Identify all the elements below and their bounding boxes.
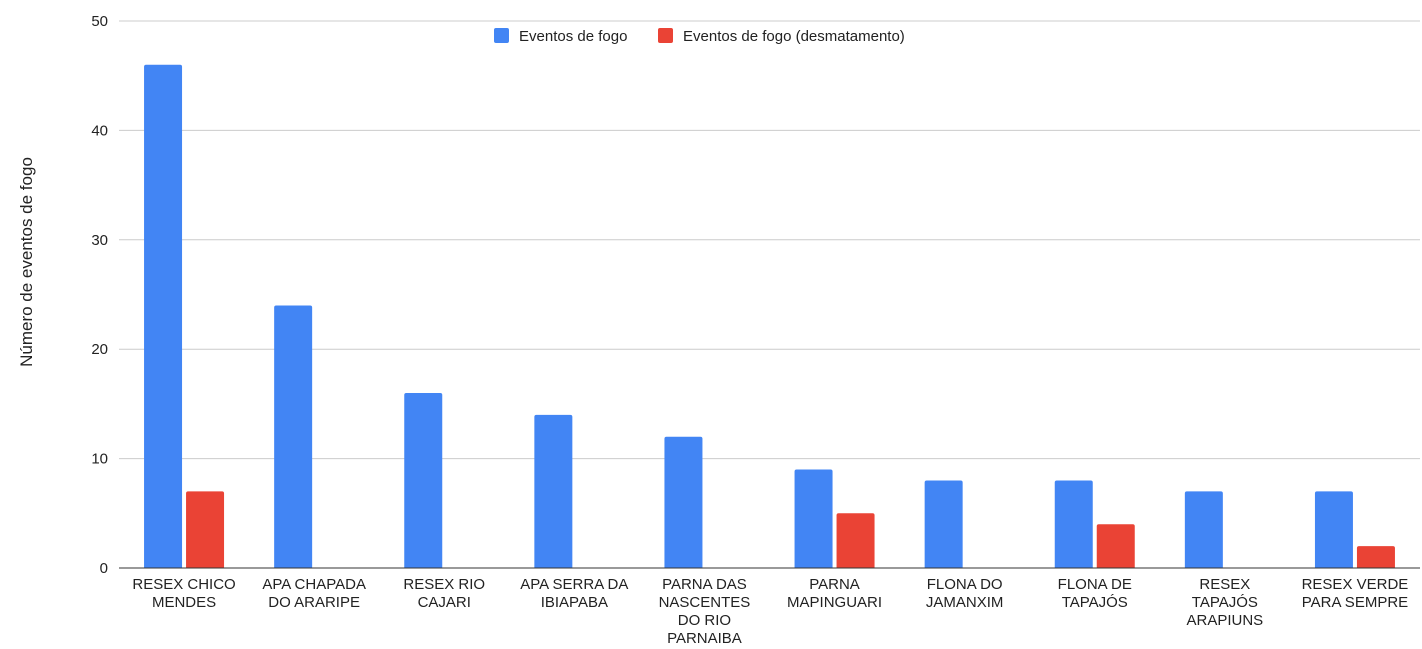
legend-label: Eventos de fogo [519, 28, 627, 45]
x-category-label: RESEX TAPAJÓS ARAPIUNS [1187, 576, 1264, 629]
bar-eventos-de-fogo [534, 414, 573, 568]
bar-eventos-de-fogo [664, 436, 703, 568]
x-category-label: RESEX RIO CAJARI [403, 576, 485, 611]
bar-eventos-de-fogo-desmatamento [1096, 524, 1135, 568]
bar-eventos-de-fogo [794, 469, 833, 568]
bar-eventos-de-fogo [1314, 491, 1353, 568]
gridlines [119, 20, 1420, 460]
y-axis-ticks: 0 10 20 30 40 50 [91, 13, 108, 577]
bar-eventos-de-fogo-desmatamento [1356, 546, 1395, 568]
bar-eventos-de-fogo [144, 64, 183, 568]
bar-eventos-de-fogo [1184, 491, 1223, 568]
bar-eventos-de-fogo [404, 392, 443, 568]
y-tick-label: 40 [91, 122, 108, 139]
x-category-label: PARNA MAPINGUARI [787, 576, 882, 611]
bar-eventos-de-fogo [924, 480, 963, 568]
bar-eventos-de-fogo-desmatamento [186, 491, 225, 568]
y-axis-label: Número de eventos de fogo [17, 157, 36, 367]
legend-swatch [494, 28, 509, 43]
x-category-label: PARNA DAS NASCENTES DO RIO PARNAIBA [659, 576, 751, 647]
bar-eventos-de-fogo [1054, 480, 1093, 568]
x-category-label: APA SERRA DA IBIAPABA [520, 576, 628, 611]
bars [144, 64, 1395, 568]
bar-eventos-de-fogo-desmatamento [836, 513, 875, 568]
legend-swatch [658, 28, 673, 43]
y-tick-label: 30 [91, 232, 108, 249]
y-tick-label: 10 [91, 451, 108, 468]
y-tick-label: 50 [91, 13, 108, 30]
x-category-label: APA CHAPADA DO ARARIPE [262, 576, 366, 611]
x-axis-category-labels: RESEX CHICO MENDES APA CHAPADA DO ARARIPE RE… [132, 576, 1408, 647]
x-category-label: RESEX CHICO MENDES [132, 576, 235, 611]
y-tick-label: 0 [100, 560, 108, 577]
legend: Eventos de fogo Eventos de fogo (desmatam… [494, 28, 905, 45]
bar-eventos-de-fogo [274, 305, 313, 568]
x-category-label: RESEX VERDE PARA SEMPRE [1302, 576, 1409, 611]
x-category-label: FLONA DO JAMANXIM [926, 576, 1004, 611]
x-category-label: FLONA DE TAPAJÓS [1058, 576, 1132, 611]
y-tick-label: 20 [91, 341, 108, 358]
legend-label: Eventos de fogo (desmatamento) [683, 28, 905, 45]
